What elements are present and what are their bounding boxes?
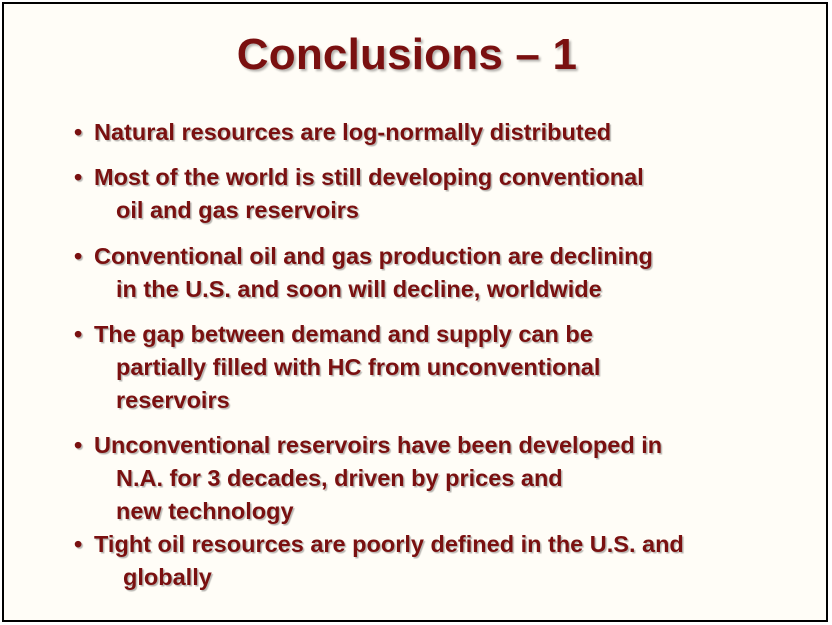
- bullet-line: partially filled with HC from unconventi…: [116, 354, 601, 380]
- bullet-dot: •: [74, 164, 83, 190]
- bullet-item: • Unconventional reservoirs have been dev…: [74, 429, 662, 528]
- bullet-line: The gap between demand and supply can be: [94, 321, 593, 347]
- bullet-item: • Most of the world is still developing c…: [74, 161, 644, 227]
- bullet-dot: •: [74, 531, 83, 557]
- bullet-line: globally: [123, 564, 212, 590]
- bullet-line: Unconventional reservoirs have been deve…: [94, 432, 663, 458]
- bullet-line: Natural resources are log-normally distr…: [94, 119, 612, 145]
- bullet-line: Tight oil resources are poorly defined i…: [94, 531, 684, 557]
- bullet-item: • Conventional oil and gas production are…: [74, 240, 653, 306]
- bullet-line: N.A. for 3 decades, driven by prices and: [116, 465, 563, 491]
- bullet-line: new technology: [116, 498, 294, 524]
- bullet-dot: •: [74, 119, 83, 145]
- bullet-dot: •: [74, 321, 83, 347]
- bullet-item: • Natural resources are log-normally dist…: [74, 116, 611, 149]
- slide-title: Conclusions – 1: [236, 30, 578, 79]
- bullet-item: • Tight oil resources are poorly defined …: [74, 528, 684, 594]
- bullet-dot: •: [74, 243, 83, 269]
- bullet-item: • The gap between demand and supply can b…: [74, 318, 600, 417]
- bullet-line: Most of the world is still developing co…: [94, 164, 644, 190]
- bullet-dot: •: [74, 432, 83, 458]
- bullet-line: reservoirs: [116, 387, 230, 413]
- bullet-line: Conventional oil and gas production are …: [94, 243, 653, 269]
- bullet-line: oil and gas reservoirs: [116, 197, 359, 223]
- bullet-line: in the U.S. and soon will decline, world…: [116, 276, 602, 302]
